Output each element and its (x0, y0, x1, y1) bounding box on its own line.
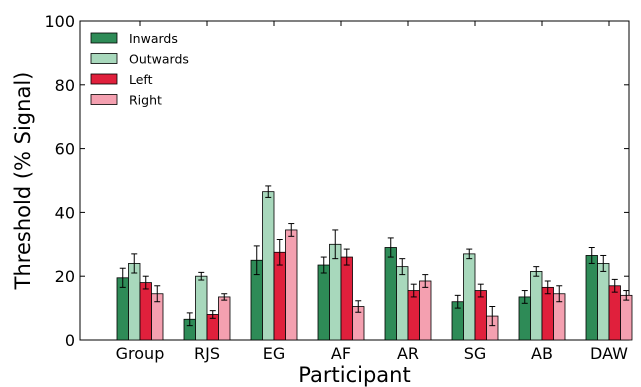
legend: Inwards Outwards Left Right (91, 31, 189, 108)
bar-outwards-eg (263, 192, 275, 340)
x-axis-title: Participant (298, 363, 410, 387)
bar-right-ar (420, 281, 432, 340)
bar-left-ab (542, 287, 554, 340)
x-tick-label: EG (263, 344, 286, 363)
bar-inwards-af (318, 265, 330, 340)
bar-outwards-ab (531, 271, 543, 340)
legend-label-right: Right (129, 93, 162, 108)
y-tick-label: 0 (65, 331, 75, 350)
legend-swatch-inwards (91, 33, 117, 43)
legend-swatch-left (91, 74, 117, 84)
bar-outwards-group (129, 263, 141, 340)
bar-right-daw (621, 295, 633, 340)
bar-left-ar (408, 291, 420, 340)
legend-label-inwards: Inwards (129, 31, 178, 46)
x-tick-label: DAW (590, 344, 628, 363)
y-tick-label: 80 (55, 76, 75, 95)
bar-left-daw (609, 286, 621, 340)
y-tick-label: 20 (55, 267, 75, 286)
x-tick-label: AB (531, 344, 553, 363)
legend-swatch-outwards (91, 54, 117, 64)
x-tick-label: RJS (194, 344, 220, 363)
bar-left-af (341, 257, 353, 340)
bar-outwards-sg (464, 254, 476, 340)
x-tick-label: AF (331, 344, 351, 363)
legend-swatch-right (91, 95, 117, 105)
bar-outwards-daw (598, 263, 610, 340)
bar-left-group (140, 283, 152, 340)
bar-right-eg (286, 230, 298, 340)
y-axis-title: Threshold (% Signal) (11, 72, 35, 291)
bar-inwards-ar (385, 247, 397, 340)
legend-label-left: Left (129, 72, 153, 87)
bar-outwards-ar (397, 267, 409, 340)
x-tick-label: Group (116, 344, 165, 363)
bars (117, 186, 632, 340)
bar-left-sg (475, 291, 487, 340)
x-tick-label: AR (397, 344, 419, 363)
bar-outwards-rjs (196, 276, 208, 340)
y-tick-label: 100 (44, 12, 75, 31)
legend-label-outwards: Outwards (129, 52, 189, 67)
y-tick-label: 60 (55, 140, 75, 159)
x-tick-label: SG (464, 344, 487, 363)
bar-inwards-daw (586, 255, 598, 340)
bar-right-rjs (219, 297, 231, 340)
y-tick-label: 40 (55, 203, 75, 222)
